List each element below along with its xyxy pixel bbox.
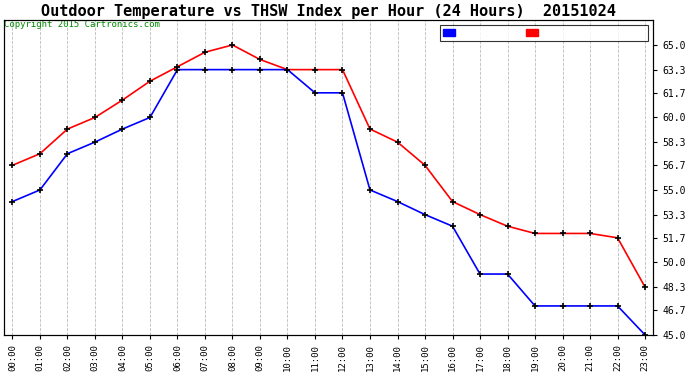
Title: Outdoor Temperature vs THSW Index per Hour (24 Hours)  20151024: Outdoor Temperature vs THSW Index per Ho… bbox=[41, 4, 616, 19]
Text: Copyright 2015 Cartronics.com: Copyright 2015 Cartronics.com bbox=[4, 20, 160, 29]
Legend: THSW  (°F), Temperature  (°F): THSW (°F), Temperature (°F) bbox=[440, 25, 649, 41]
